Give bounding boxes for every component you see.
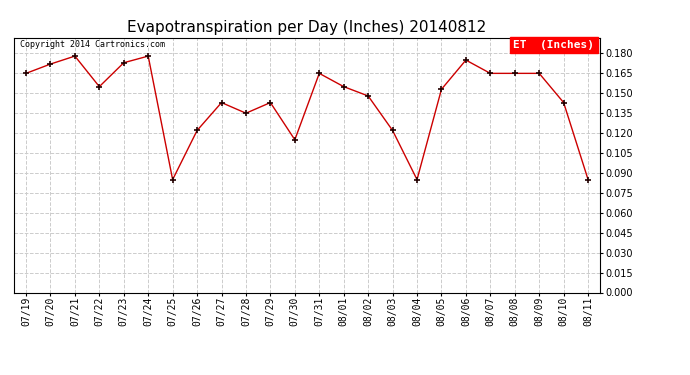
Title: Evapotranspiration per Day (Inches) 20140812: Evapotranspiration per Day (Inches) 2014… (128, 20, 486, 35)
Text: Copyright 2014 Cartronics.com: Copyright 2014 Cartronics.com (19, 40, 165, 49)
Text: ET  (Inches): ET (Inches) (513, 40, 594, 50)
